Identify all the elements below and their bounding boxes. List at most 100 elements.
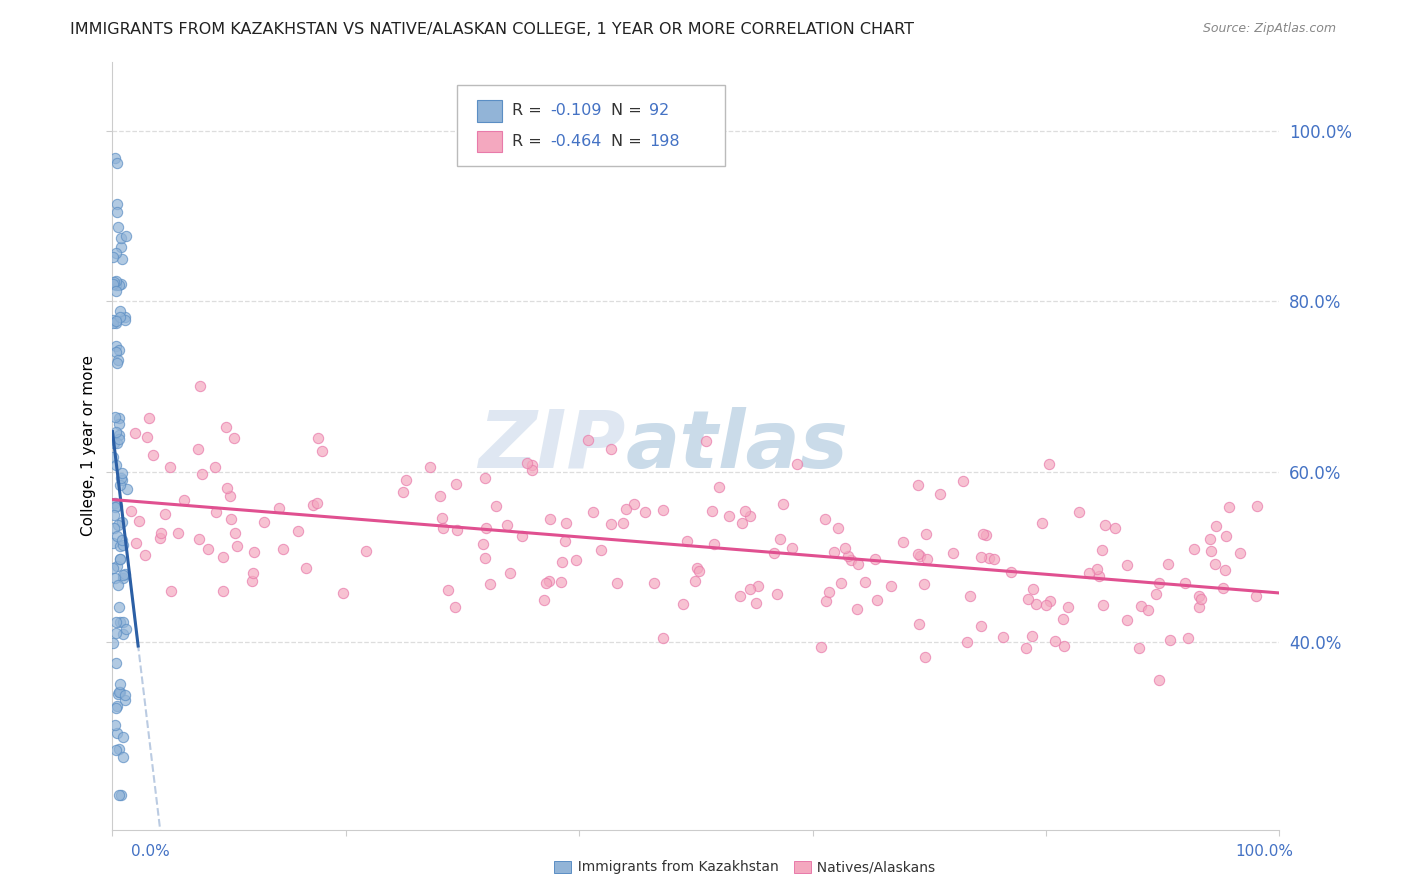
- Text: atlas: atlas: [626, 407, 849, 485]
- Point: [188, 532, 211, 546]
- Point: [880, 579, 903, 593]
- Point: [912, 577, 935, 591]
- Point: [651, 503, 673, 517]
- Point: [485, 499, 508, 513]
- Point: [893, 534, 915, 549]
- Point: [108, 552, 131, 566]
- Point: [772, 497, 794, 511]
- Point: [1069, 504, 1091, 518]
- Point: [738, 582, 761, 596]
- Point: [224, 526, 246, 541]
- Point: [1136, 603, 1159, 617]
- Point: [114, 229, 136, 244]
- Point: [1188, 589, 1211, 603]
- Text: 92: 92: [650, 103, 669, 119]
- Point: [107, 687, 129, 701]
- Point: [738, 509, 761, 524]
- Point: [294, 561, 316, 575]
- Point: [672, 597, 695, 611]
- Point: [818, 585, 841, 599]
- Point: [160, 584, 183, 599]
- Point: [1177, 632, 1199, 646]
- Point: [104, 344, 127, 359]
- Point: [225, 539, 247, 553]
- Point: [107, 685, 129, 699]
- Point: [110, 789, 132, 803]
- Text: N =: N =: [610, 103, 647, 119]
- Text: ZIP: ZIP: [478, 407, 626, 485]
- Point: [204, 459, 226, 474]
- Point: [908, 616, 931, 631]
- Point: [111, 467, 134, 481]
- Point: [105, 155, 128, 169]
- Point: [471, 537, 494, 551]
- Point: [623, 497, 645, 511]
- Point: [115, 482, 138, 496]
- Point: [105, 425, 128, 439]
- FancyBboxPatch shape: [457, 86, 725, 166]
- Point: [444, 476, 467, 491]
- Point: [111, 730, 134, 744]
- Point: [104, 274, 127, 288]
- Text: Natives/Alaskans: Natives/Alaskans: [808, 860, 935, 874]
- Point: [142, 448, 165, 462]
- Point: [1104, 521, 1126, 535]
- Point: [269, 500, 291, 515]
- Point: [114, 567, 136, 582]
- Point: [914, 650, 936, 665]
- Point: [105, 316, 128, 330]
- Point: [1000, 565, 1022, 579]
- Point: [136, 430, 159, 444]
- Point: [108, 600, 131, 615]
- Point: [101, 450, 124, 464]
- Point: [105, 338, 128, 352]
- Point: [762, 546, 785, 560]
- Point: [744, 595, 766, 609]
- Point: [634, 504, 657, 518]
- Text: 0.0%: 0.0%: [131, 845, 170, 859]
- Point: [212, 550, 235, 565]
- Point: [153, 507, 176, 521]
- Point: [432, 511, 454, 525]
- Point: [1218, 500, 1240, 514]
- Point: [111, 516, 134, 530]
- Point: [105, 435, 128, 450]
- Point: [103, 275, 125, 289]
- Text: IMMIGRANTS FROM KAZAKHSTAN VS NATIVE/ALASKAN COLLEGE, 1 YEAR OR MORE CORRELATION: IMMIGRANTS FROM KAZAKHSTAN VS NATIVE/ALA…: [70, 22, 914, 37]
- Point: [837, 549, 859, 563]
- Point: [111, 252, 134, 266]
- Point: [959, 590, 981, 604]
- Point: [103, 521, 125, 535]
- Point: [815, 594, 838, 608]
- Point: [166, 525, 188, 540]
- Point: [474, 550, 496, 565]
- Point: [747, 579, 769, 593]
- Point: [108, 278, 131, 293]
- Text: R =: R =: [512, 103, 547, 119]
- Point: [707, 480, 730, 494]
- Point: [1229, 545, 1251, 559]
- Point: [108, 432, 131, 446]
- Point: [332, 586, 354, 600]
- Text: N =: N =: [610, 134, 647, 149]
- Point: [1091, 543, 1114, 558]
- FancyBboxPatch shape: [794, 861, 811, 873]
- Point: [219, 489, 242, 503]
- Point: [104, 496, 127, 510]
- Point: [1144, 587, 1167, 601]
- Point: [1199, 544, 1222, 558]
- Point: [105, 205, 128, 219]
- Point: [1091, 599, 1114, 613]
- Point: [1246, 590, 1268, 604]
- Point: [110, 240, 132, 254]
- Point: [103, 718, 125, 732]
- Point: [614, 502, 637, 516]
- Point: [104, 151, 127, 165]
- Point: [101, 561, 124, 575]
- Point: [120, 504, 142, 518]
- Point: [565, 553, 588, 567]
- Point: [104, 313, 127, 327]
- Point: [1215, 528, 1237, 542]
- Point: [972, 527, 994, 541]
- Point: [128, 514, 150, 528]
